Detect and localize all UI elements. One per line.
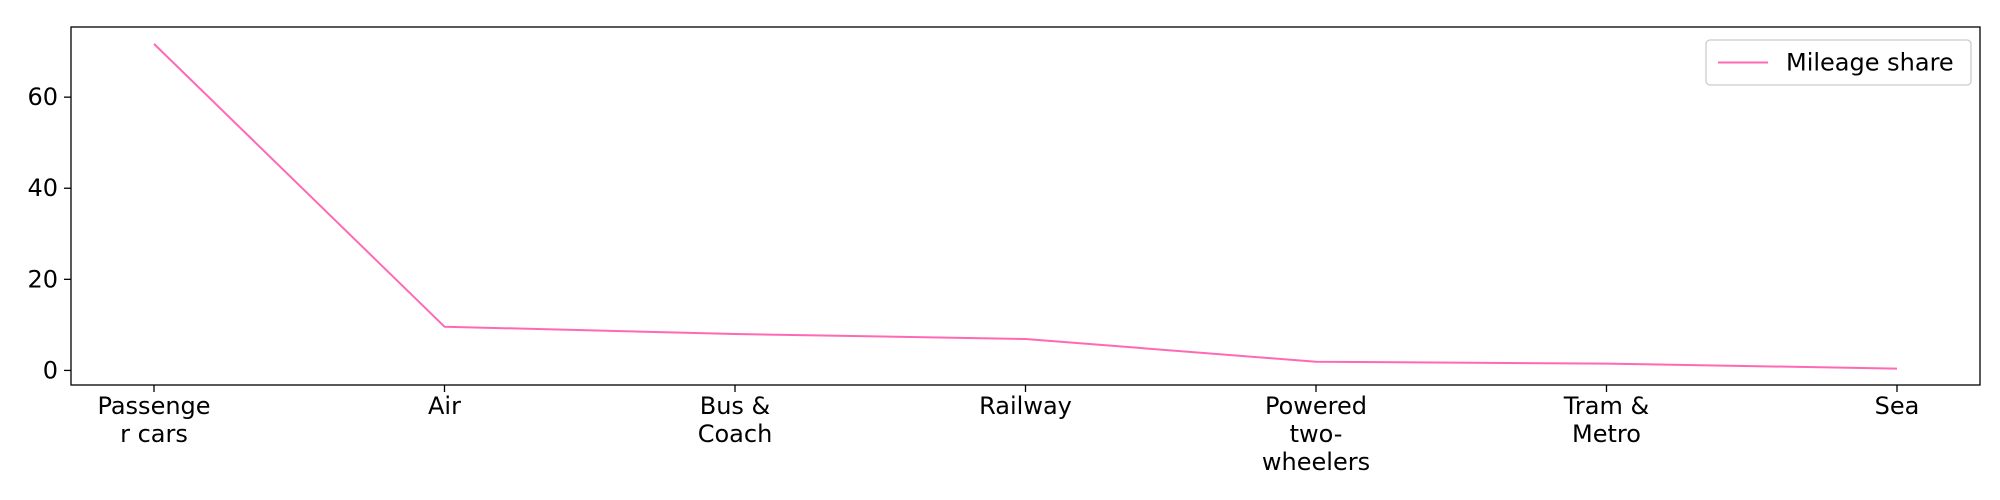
x-tick-label: Air xyxy=(428,392,461,420)
x-tick-label: Bus & Coach xyxy=(698,392,773,448)
x-tick-label-line: wheelers xyxy=(1262,448,1370,476)
x-tick-label-line: Powered xyxy=(1265,392,1367,420)
x-tick-label-line: Bus & xyxy=(700,392,771,420)
x-tick-label-line: Metro xyxy=(1572,420,1641,448)
y-tick-label: 40 xyxy=(27,174,58,202)
axes-layer: 0 20 40 60 Passenge r cars Air Bus & Coach Railwa… xyxy=(27,26,1981,476)
legend: Mileage share xyxy=(1705,39,1972,86)
legend-box xyxy=(1705,39,1972,86)
x-tick-label-line: two- xyxy=(1290,420,1343,448)
x-tick-label-line: Passenge xyxy=(97,392,210,420)
x-tick-label-line: r cars xyxy=(120,420,188,448)
y-tick-label: 60 xyxy=(27,83,58,111)
x-tick-label-line: Coach xyxy=(698,420,773,448)
legend-label: Mileage share xyxy=(1786,49,1954,77)
y-tick-label: 20 xyxy=(27,265,58,293)
x-tick-label-line: Railway xyxy=(979,392,1072,420)
plot-frame xyxy=(70,26,1981,386)
series-layer xyxy=(153,43,1898,370)
x-tick-label-line: Tram & xyxy=(1563,392,1649,420)
x-tick-label-line: Sea xyxy=(1875,392,1920,420)
x-tick-label: Tram & Metro xyxy=(1563,392,1649,448)
x-tick-label-line: Air xyxy=(428,392,461,420)
x-tick-label: Railway xyxy=(979,392,1072,420)
x-tick-label: Sea xyxy=(1875,392,1920,420)
series-line-0 xyxy=(153,43,1898,370)
x-tick-label: Powered two-wheelers xyxy=(1262,392,1370,476)
y-tick-label: 0 xyxy=(43,356,58,384)
x-tick-label: Passenge r cars xyxy=(97,392,210,448)
